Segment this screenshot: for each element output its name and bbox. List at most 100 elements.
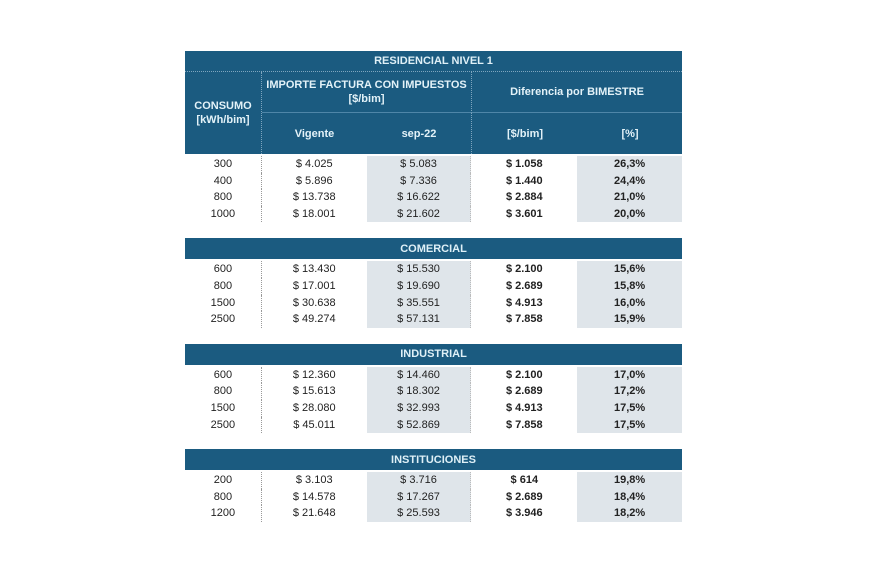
table-row: 1500 $ 30.638 $ 35.551 $ 4.913 16,0%: [185, 294, 682, 312]
table-row: 800 $ 15.613 $ 18.302 $ 2.689 17,2%: [185, 383, 682, 400]
consumo-cell: 1500: [185, 399, 262, 417]
table-row: 800 $ 17.001 $ 19.690 $ 2.689 15,8%: [185, 277, 682, 295]
consumo-cell: 1500: [185, 294, 262, 312]
consumo-cell: 1200: [185, 505, 262, 522]
sep22-header: sep-22: [367, 113, 472, 154]
table-row: 800 $ 13.738 $ 16.622 $ 2.884 21,0%: [185, 189, 682, 206]
section-title-residencial: RESIDENCIAL NIVEL 1: [185, 51, 682, 72]
table-row: 300 $ 4.025 $ 5.083 $ 1.058 26,3%: [185, 156, 682, 173]
sep22-cell: $ 25.593: [366, 505, 472, 522]
vigente-cell: $ 3.103: [295, 474, 333, 487]
dif-pesos-cell: $ 2.689: [505, 279, 543, 292]
sep22-cell: $ 18.302: [366, 383, 472, 400]
table-row: 2500 $ 45.011 $ 52.869 $ 7.858 17,5%: [185, 416, 682, 434]
consumo-cell: 400: [185, 172, 262, 190]
dif-pct-cell: 15,6%: [577, 261, 682, 278]
vigente-cell: $ 4.025: [295, 158, 333, 170]
dif-pesos-cell: $ 4.913: [505, 296, 543, 309]
sep22-cell: $ 5.083: [366, 156, 472, 173]
dif-pesos-cell: $ 2.884: [505, 191, 543, 204]
dif-pct-cell: 24,4%: [577, 172, 682, 190]
dif-pesos-cell: $ 7.858: [505, 313, 543, 326]
consumo-cell: 600: [185, 261, 262, 278]
table-row: 400 $ 5.896 $ 7.336 $ 1.440 24,4%: [185, 172, 682, 190]
vigente-cell: $ 49.274: [292, 313, 336, 326]
dif-pct-cell: 18,4%: [577, 488, 682, 506]
dif-pesos-cell: $ 1.058: [505, 158, 543, 170]
section-title-instituciones: INSTITUCIONES: [185, 449, 682, 471]
importe-unit: [$/bim]: [348, 93, 385, 105]
dif-pct-cell: 17,5%: [577, 416, 682, 434]
section-rows: 300 $ 4.025 $ 5.083 $ 1.058 26,3% 400 $ 5.896 $…: [185, 156, 682, 223]
dif-pesos-header: [$/bim]: [506, 127, 544, 140]
vigente-cell: $ 13.738: [292, 191, 336, 204]
importe-label: IMPORTE FACTURA CON IMPUESTOS: [266, 79, 467, 91]
table-row: 600 $ 13.430 $ 15.530 $ 2.100 15,6%: [185, 261, 682, 278]
consumo-cell: 600: [185, 366, 262, 384]
table-header: CONSUMO [kWh/bim] IMPORTE FACTURA CON IM…: [185, 72, 682, 154]
consumo-cell: 800: [185, 277, 262, 295]
dif-pesos-cell: $ 2.100: [505, 263, 543, 276]
vigente-header: Vigente: [294, 127, 335, 140]
sep22-cell: $ 14.460: [366, 366, 472, 384]
sep22-cell: $ 7.336: [366, 172, 472, 190]
sep22-cell: $ 17.267: [366, 488, 472, 506]
consumo-cell: 800: [185, 189, 262, 206]
section-rows: 200 $ 3.103 $ 3.716 $ 614 19,8% 800 $ 14.578 $ …: [185, 472, 682, 522]
dif-pesos-cell: $ 1.440: [505, 174, 543, 187]
tariff-table: RESIDENCIAL NIVEL 1 CONSUMO [kWh/bim] IM…: [185, 51, 682, 522]
vigente-cell: $ 13.430: [292, 263, 336, 276]
dif-pct-cell: 19,8%: [577, 472, 682, 489]
dif-pct-cell: 26,3%: [577, 156, 682, 173]
sep22-cell: $ 52.869: [366, 416, 472, 434]
dif-pct-cell: 15,8%: [577, 277, 682, 295]
dif-pct-cell: 21,0%: [577, 189, 682, 206]
consumo-cell: 800: [185, 488, 262, 506]
table-row: 200 $ 3.103 $ 3.716 $ 614 19,8%: [185, 472, 682, 489]
vigente-cell: $ 17.001: [292, 279, 336, 292]
consumo-label: CONSUMO: [194, 100, 252, 112]
consumo-cell: 2500: [185, 311, 262, 328]
dif-pct-cell: 17,2%: [577, 383, 682, 400]
dif-pesos-cell: $ 3.601: [505, 207, 543, 220]
sep22-cell: $ 19.690: [366, 277, 472, 295]
vigente-cell: $ 12.360: [292, 368, 336, 381]
section-title-comercial: COMERCIAL: [185, 238, 682, 260]
vigente-cell: $ 15.613: [292, 385, 336, 398]
consumo-cell: 300: [185, 156, 262, 173]
sep22-cell: $ 16.622: [366, 189, 472, 206]
table-row: 1200 $ 21.648 $ 25.593 $ 3.946 18,2%: [185, 505, 682, 522]
section-rows: 600 $ 12.360 $ 14.460 $ 2.100 17,0% 800 $ 15.6…: [185, 366, 682, 434]
consumo-unit: [kWh/bim]: [196, 114, 250, 126]
sep22-cell: $ 32.993: [366, 399, 472, 417]
consumo-header: CONSUMO [kWh/bim]: [185, 72, 262, 154]
dif-pesos-cell: $ 7.858: [505, 418, 543, 431]
section-title-industrial: INDUSTRIAL: [185, 343, 682, 365]
vigente-cell: $ 5.896: [295, 174, 333, 187]
vigente-cell: $ 45.011: [293, 418, 336, 431]
sep22-cell: $ 35.551: [366, 294, 472, 312]
table-row: 1000 $ 18.001 $ 21.602 $ 3.601 20,0%: [185, 205, 682, 223]
consumo-cell: 800: [185, 383, 262, 400]
consumo-cell: 200: [185, 472, 262, 489]
dif-pesos-cell: $ 4.913: [505, 401, 543, 414]
vigente-cell: $ 21.648: [292, 507, 336, 520]
dif-pct-header: [%]: [621, 127, 639, 140]
table-row: 600 $ 12.360 $ 14.460 $ 2.100 17,0%: [185, 366, 682, 384]
vigente-cell: $ 28.080: [292, 401, 336, 414]
section-rows: 600 $ 13.430 $ 15.530 $ 2.100 15,6% 800 $ 17.0…: [185, 261, 682, 328]
vigente-cell: $ 18.001: [292, 207, 336, 220]
table-row: 800 $ 14.578 $ 17.267 $ 2.689 18,4%: [185, 488, 682, 506]
sep22-cell: $ 15.530: [366, 261, 472, 278]
vigente-cell: $ 30.638: [292, 296, 336, 309]
dif-pct-cell: 18,2%: [577, 505, 682, 522]
dif-pesos-cell: $ 2.689: [505, 385, 543, 398]
importe-header: IMPORTE FACTURA CON IMPUESTOS [$/bim]: [262, 72, 472, 113]
table-row: 2500 $ 49.274 $ 57.131 $ 7.858 15,9%: [185, 311, 682, 328]
dif-pct-cell: 20,0%: [577, 205, 682, 223]
dif-pesos-cell: $ 3.946: [505, 507, 543, 520]
sep22-cell: $ 57.131: [366, 311, 472, 328]
dif-pct-cell: 15,9%: [577, 311, 682, 328]
dif-pesos-cell: $ 2.689: [505, 490, 543, 503]
vigente-cell: $ 14.578: [292, 490, 336, 503]
